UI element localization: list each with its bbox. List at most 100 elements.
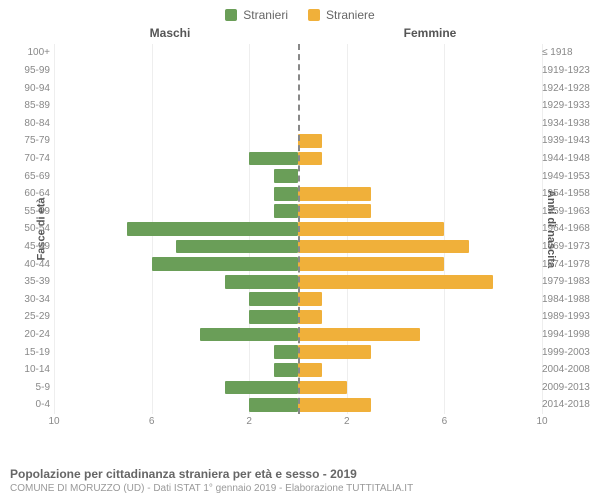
bar-female xyxy=(298,345,371,359)
bar-female xyxy=(298,381,347,395)
bar-female xyxy=(298,257,444,271)
bar-female xyxy=(298,398,371,412)
bar-male xyxy=(274,363,298,377)
ytick-age: 60-64 xyxy=(14,188,50,199)
swatch-male xyxy=(225,9,237,21)
legend: Stranieri Straniere xyxy=(0,0,600,26)
caption: Popolazione per cittadinanza straniera p… xyxy=(10,467,590,494)
bar-half-male xyxy=(54,114,298,132)
bar-female xyxy=(298,240,469,254)
ytick-age: 0-4 xyxy=(14,399,50,410)
ytick-age: 30-34 xyxy=(14,294,50,305)
xtick: 10 xyxy=(48,416,59,427)
ytick-birth: 1989-1993 xyxy=(542,311,590,322)
bar-half-female xyxy=(298,326,542,344)
bar-half-female xyxy=(298,202,542,220)
bar-female xyxy=(298,222,444,236)
bar-half-female xyxy=(298,79,542,97)
bar-half-female xyxy=(298,97,542,115)
bar-male xyxy=(225,275,298,289)
ytick-age: 45-49 xyxy=(14,241,50,252)
ytick-age: 15-19 xyxy=(14,347,50,358)
x-axis: 10622610 xyxy=(54,416,542,432)
bar-male xyxy=(249,152,298,166)
bar-half-female xyxy=(298,150,542,168)
bar-female xyxy=(298,292,322,306)
ytick-age: 50-54 xyxy=(14,223,50,234)
ytick-age: 40-44 xyxy=(14,259,50,270)
bar-male xyxy=(249,292,298,306)
bar-half-female xyxy=(298,44,542,62)
bar-half-male xyxy=(54,238,298,256)
bar-female xyxy=(298,275,493,289)
ytick-age: 65-69 xyxy=(14,171,50,182)
ytick-birth: 1994-1998 xyxy=(542,329,590,340)
ytick-birth: 1964-1968 xyxy=(542,223,590,234)
bar-half-female xyxy=(298,167,542,185)
bar-half-female xyxy=(298,132,542,150)
ytick-age: 10-14 xyxy=(14,364,50,375)
bar-male xyxy=(152,257,298,271)
bar-half-male xyxy=(54,220,298,238)
ytick-age: 75-79 xyxy=(14,135,50,146)
ytick-birth: 1939-1943 xyxy=(542,135,590,146)
xtick: 6 xyxy=(149,416,155,427)
gender-headers: Maschi Femmine xyxy=(0,26,600,40)
bar-half-male xyxy=(54,255,298,273)
caption-subtitle: COMUNE DI MORUZZO (UD) - Dati ISTAT 1° g… xyxy=(10,483,590,494)
caption-title: Popolazione per cittadinanza straniera p… xyxy=(10,467,590,481)
bar-half-male xyxy=(54,379,298,397)
ytick-birth: 1924-1928 xyxy=(542,83,590,94)
bar-female xyxy=(298,328,420,342)
swatch-female xyxy=(308,9,320,21)
ytick-birth: 1969-1973 xyxy=(542,241,590,252)
ytick-age: 5-9 xyxy=(14,382,50,393)
bar-half-female xyxy=(298,343,542,361)
bar-male xyxy=(274,345,298,359)
ytick-age: 95-99 xyxy=(14,65,50,76)
bar-half-male xyxy=(54,291,298,309)
ytick-age: 85-89 xyxy=(14,100,50,111)
bar-female xyxy=(298,134,322,148)
ytick-age: 70-74 xyxy=(14,153,50,164)
bar-half-male xyxy=(54,343,298,361)
ytick-birth: 1984-1988 xyxy=(542,294,590,305)
bar-half-female xyxy=(298,308,542,326)
centerline xyxy=(298,44,300,414)
bar-half-female xyxy=(298,185,542,203)
ytick-birth: 2014-2018 xyxy=(542,399,590,410)
bar-male xyxy=(176,240,298,254)
ytick-birth: 1934-1938 xyxy=(542,118,590,129)
header-female: Femmine xyxy=(300,26,600,40)
bar-female xyxy=(298,152,322,166)
bar-half-female xyxy=(298,62,542,80)
bar-half-female xyxy=(298,255,542,273)
xtick: 6 xyxy=(442,416,448,427)
ytick-age: 80-84 xyxy=(14,118,50,129)
xtick: 10 xyxy=(536,416,547,427)
bar-half-male xyxy=(54,273,298,291)
chart-area: Fasce di età Anni di nascita 100+≤ 19189… xyxy=(54,44,542,414)
bar-half-female xyxy=(298,291,542,309)
ytick-age: 100+ xyxy=(14,47,50,58)
bar-half-female xyxy=(298,220,542,238)
ytick-birth: 1974-1978 xyxy=(542,259,590,270)
bar-male xyxy=(200,328,298,342)
bar-half-male xyxy=(54,326,298,344)
ytick-birth: ≤ 1918 xyxy=(542,47,590,58)
bar-half-male xyxy=(54,308,298,326)
bar-male xyxy=(127,222,298,236)
bar-half-male xyxy=(54,396,298,414)
legend-label-female: Straniere xyxy=(326,8,375,22)
legend-label-male: Stranieri xyxy=(243,8,288,22)
ytick-age: 20-24 xyxy=(14,329,50,340)
bar-half-male xyxy=(54,150,298,168)
ytick-birth: 1999-2003 xyxy=(542,347,590,358)
bar-half-female xyxy=(298,379,542,397)
ytick-age: 35-39 xyxy=(14,276,50,287)
ytick-age: 55-59 xyxy=(14,206,50,217)
bar-half-male xyxy=(54,167,298,185)
bar-female xyxy=(298,310,322,324)
bar-female xyxy=(298,204,371,218)
bar-half-female xyxy=(298,238,542,256)
